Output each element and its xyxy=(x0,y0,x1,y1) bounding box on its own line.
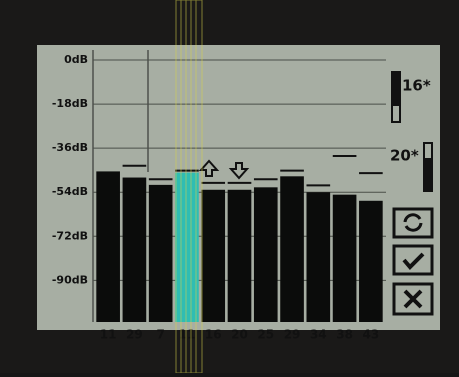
confirm-button[interactable] xyxy=(392,244,434,276)
y-tick-label: -90dB xyxy=(52,273,88,286)
y-tick-label: 0dB xyxy=(64,53,88,66)
bar xyxy=(148,184,173,322)
bar xyxy=(201,189,226,322)
check-icon xyxy=(402,252,425,270)
x-icon xyxy=(403,289,423,309)
x-tick-label: 29 xyxy=(126,328,143,342)
buttons[interactable] xyxy=(392,207,434,316)
x-tick-label: 38 xyxy=(336,328,353,342)
bar xyxy=(306,192,331,322)
meter-1-fill xyxy=(392,72,400,106)
bar xyxy=(175,172,199,322)
arrows xyxy=(198,159,250,180)
up-arrow xyxy=(198,159,220,177)
cancel-button[interactable] xyxy=(392,282,434,316)
refresh-button[interactable] xyxy=(392,207,434,239)
x-tick-label: 43 xyxy=(363,328,380,342)
bar xyxy=(359,200,383,322)
y-tick-label: -18dB xyxy=(52,97,88,110)
bar xyxy=(227,189,252,322)
x-tick-label: 20 xyxy=(231,328,248,342)
bar xyxy=(253,187,278,322)
meter-2-fill xyxy=(424,158,432,191)
bar xyxy=(122,177,147,322)
x-tick-label: 16 xyxy=(205,328,222,342)
x-tick-label: 25 xyxy=(257,328,274,342)
annotation: 16* xyxy=(402,77,431,95)
annotation: 20* xyxy=(390,147,419,165)
y-tick-label: -54dB xyxy=(52,185,88,198)
meters xyxy=(391,71,433,192)
x-tick-label: 7 xyxy=(157,328,165,342)
y-tick-label: -36dB xyxy=(52,141,88,154)
x-tick-label: 34 xyxy=(310,328,327,342)
bar xyxy=(96,171,120,322)
refresh-icon xyxy=(403,213,423,232)
x-tick-label: 29 xyxy=(284,328,301,342)
bar xyxy=(280,176,304,322)
down-arrow xyxy=(228,162,250,180)
bar xyxy=(332,194,357,322)
y-tick-label: -72dB xyxy=(52,229,88,242)
x-tick-label: 11 xyxy=(100,328,117,342)
camera-flicker xyxy=(175,0,203,374)
